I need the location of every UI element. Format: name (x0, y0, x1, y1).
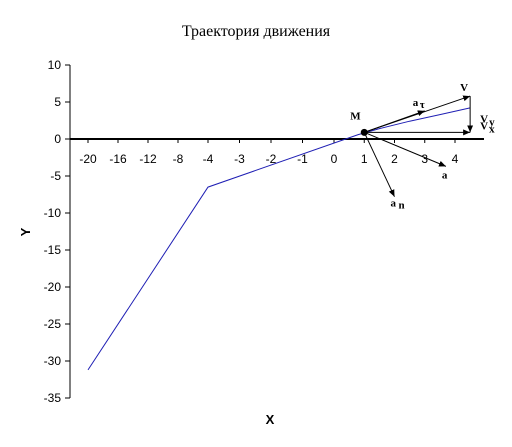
vector-arrow (364, 131, 447, 167)
vector-arrow (363, 132, 395, 197)
x-tick-label: 0 (331, 152, 338, 166)
x-tick-label: 2 (391, 152, 398, 166)
y-tick-label: -20 (44, 280, 62, 294)
y-tick-label: 0 (54, 132, 61, 146)
vector-subscript: x (489, 123, 495, 135)
x-tick-label: 4 (452, 152, 459, 166)
x-tick-label: -8 (173, 152, 184, 166)
x-tick-label: -2 (266, 152, 277, 166)
trajectory-line (87, 107, 471, 371)
y-tick-label: 10 (48, 58, 62, 72)
x-tick-label: -1 (297, 152, 308, 166)
y-tick-label: 5 (54, 95, 61, 109)
series-layer (87, 107, 471, 371)
chart-title: Траектория движения (182, 23, 331, 40)
vector-label: a (413, 97, 419, 109)
vector-label: V (460, 82, 468, 94)
vector-subscript: y (489, 116, 495, 128)
x-tick-label: -16 (109, 152, 127, 166)
y-axis-ticks: 10 5 0 -5 -10 -15 -20 -25 -30 -35 (44, 58, 70, 405)
y-tick-label: -25 (44, 317, 62, 331)
vector-label: V (480, 113, 488, 125)
y-tick-label: -5 (50, 169, 61, 183)
x-tick-label: -4 (203, 152, 214, 166)
vector-arrow (364, 110, 425, 133)
point-m-marker (360, 128, 368, 136)
x-tick-label: -12 (139, 152, 157, 166)
x-axis-title: X (266, 412, 275, 427)
y-tick-label: -10 (44, 206, 62, 220)
x-tick-label: 3 (421, 152, 428, 166)
x-axis-ticks: -20 -16 -12 -8 -4 -3 -2 -1 0 1 2 3 4 (79, 139, 459, 166)
point-m-label: M (350, 110, 361, 122)
vector-subscript: n (399, 200, 405, 212)
x-tick-label: -20 (79, 152, 97, 166)
y-tick-label: -35 (44, 391, 62, 405)
x-tick-label: 1 (361, 152, 368, 166)
vector-label: a (442, 169, 448, 181)
vector-subscript: τ (420, 99, 425, 111)
plot-frame (69, 65, 484, 398)
vector-layer: VV yV xa τaa nM (350, 82, 495, 212)
y-tick-label: -30 (44, 354, 62, 368)
y-axis-title: Y (18, 227, 33, 236)
vector-label: V (480, 120, 488, 132)
x-tick-label: -3 (234, 152, 245, 166)
vector-label: a (391, 198, 397, 210)
y-tick-label: -15 (44, 243, 62, 257)
